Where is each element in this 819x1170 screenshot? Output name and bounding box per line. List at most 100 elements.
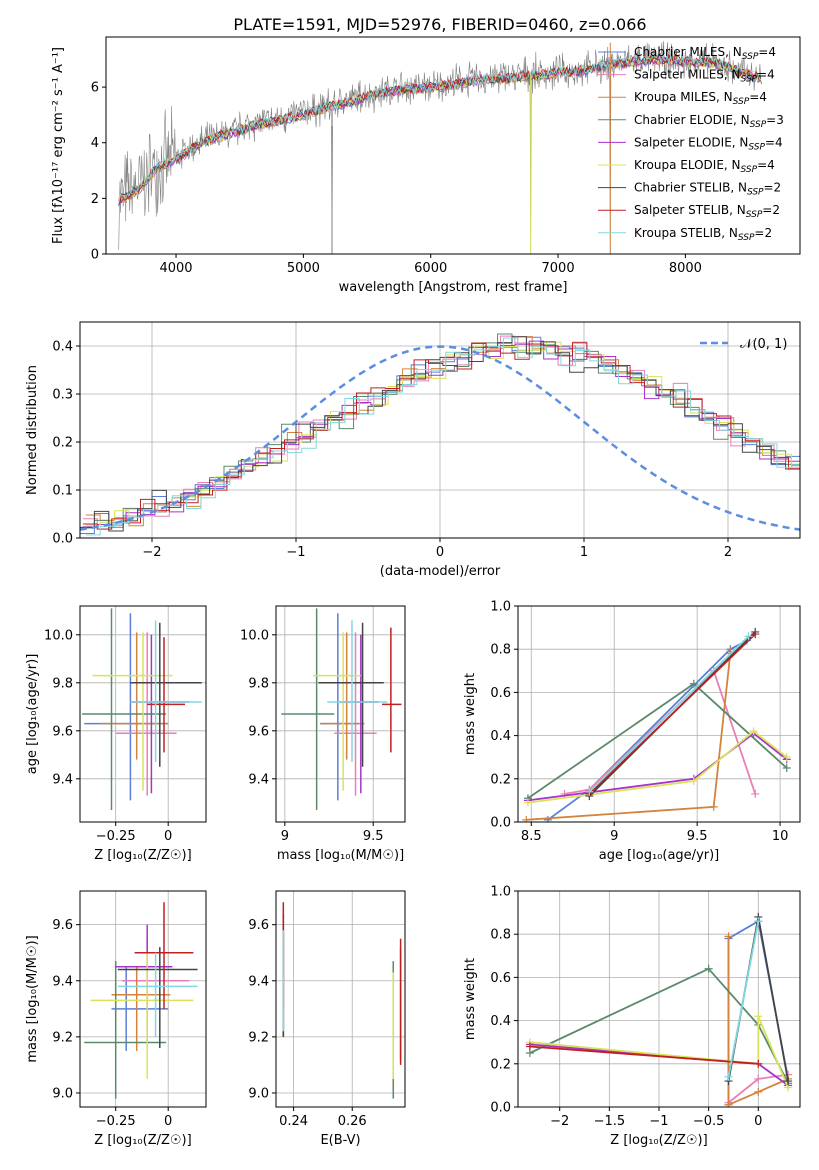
panel-weight_vs_age: 8.5 9 9.5 10 0.0 0.2 0.4 0.6 0.8 1.0 age [log₁₀(ag…: [463, 600, 801, 863]
weight-marker-salpeter_stelib: [751, 630, 760, 639]
plot-area: [80, 333, 800, 536]
weight-line-salpeter_elodie: [527, 732, 788, 802]
axes-frame: [79, 321, 801, 539]
y-tick-label: 9.0: [248, 1086, 269, 1101]
x-tick-label: −1.5: [594, 1114, 626, 1129]
weight-marker-kroupa_stelib: [754, 917, 763, 926]
x-tick-label: 0: [164, 1114, 172, 1129]
weight-line-salpeter_stelib: [529, 1045, 759, 1065]
x-axis-label: Z [log₁₀(Z/Z☉)]: [94, 848, 191, 863]
axes-frame: [517, 605, 801, 823]
y-tick-label: 0.3: [52, 388, 73, 403]
weight-line-salpeter_stelib: [588, 633, 756, 795]
x-tick-label: 9: [610, 829, 618, 844]
x-axis-label: age [log₁₀(age/yr)]: [599, 848, 720, 863]
weight-marker-kroupa_elodie: [523, 798, 532, 807]
series-model-kroupa_stelib: [118, 53, 761, 204]
x-tick-label: 0: [754, 1114, 762, 1129]
panel-mass_vs_Z: −0.25 0 9.0 9.2 9.4 9.6 Z [log₁₀(Z/Z☉)] mass [l…: [25, 890, 207, 1148]
weight-marker-kroupa_elodie: [754, 1012, 763, 1021]
y-axis-label: Normed distribution: [25, 365, 40, 495]
y-tick-label: 0.0: [52, 532, 73, 547]
weight-marker-kroupa_stelib: [724, 1072, 733, 1081]
x-axis-label: mass [log₁₀(M/M☉)]: [277, 848, 404, 863]
y-tick-label: 9.4: [52, 974, 73, 989]
y-tick-label: 10.0: [240, 628, 269, 643]
weight-marker-chabrier_elodie: [689, 679, 698, 688]
y-tick-label: 0.2: [490, 1057, 511, 1072]
legend-entry-salpeter_elodie: Salpeter ELODIE, NSSP=4: [634, 135, 783, 152]
y-tick-label: 0.0: [490, 1101, 511, 1116]
legend-entry-normal: 𝒩(0, 1): [740, 337, 787, 352]
figure-title: PLATE=1591, MJD=52976, FIBERID=0460, z=0…: [233, 15, 646, 34]
weight-marker-kroupa_elodie: [749, 727, 758, 736]
y-tick-label: 9.6: [248, 918, 269, 933]
x-tick-label: 10: [772, 829, 789, 844]
x-tick-label: 5000: [287, 261, 320, 276]
weight-line-kroupa_elodie: [527, 730, 788, 804]
x-tick-label: 9: [281, 829, 289, 844]
x-tick-label: 9.5: [363, 829, 384, 844]
y-axis-label: mass [log₁₀(M/M☉)]: [25, 935, 40, 1062]
weight-marker-salpeter_stelib: [754, 1059, 763, 1068]
y-axis-label: mass weight: [463, 673, 478, 755]
weight-marker-kroupa_miles: [724, 932, 733, 941]
y-tick-label: 9.2: [52, 1030, 73, 1045]
weight-marker-chabrier_elodie: [782, 764, 791, 772]
weight-marker-kroupa_miles: [709, 802, 718, 811]
y-tick-label: 0.8: [490, 643, 511, 658]
weight-marker-chabrier_miles: [543, 815, 552, 822]
x-tick-label: −0.25: [96, 829, 136, 844]
y-tick-label: 0.2: [490, 772, 511, 787]
y-tick-label: 0.8: [490, 928, 511, 943]
axes-frame: [105, 36, 801, 255]
weight-marker-chabrier_elodie: [704, 964, 713, 973]
y-tick-label: 0.6: [490, 686, 511, 701]
legend-entry-chabrier_miles: Chabrier MILES, NSSP=4: [634, 45, 776, 62]
y-tick-label: 9.4: [52, 772, 73, 787]
x-tick-label: 8.5: [521, 829, 542, 844]
weight-marker-salpeter_miles: [560, 789, 569, 798]
weight-line-chabrier_elodie: [527, 682, 788, 799]
panel-age_vs_Z: −0.25 0 9.4 9.6 9.8 10.0 Z [log₁₀(Z/Z☉)] age [l…: [25, 605, 207, 863]
y-tick-label: 6: [91, 81, 99, 96]
legend-entry-salpeter_stelib: Salpeter STELIB, NSSP=2: [634, 203, 780, 220]
axes-frame: [275, 605, 406, 823]
axes-frame: [517, 890, 801, 1108]
weight-line-kroupa_stelib: [588, 635, 750, 793]
y-tick-label: 0: [91, 248, 99, 263]
weight-marker-chabrier_stelib: [784, 1077, 793, 1086]
histogram-salpeter_elodie: [82, 340, 800, 528]
normal-curve: [80, 345, 800, 531]
plot-area: [282, 902, 402, 1099]
x-tick-label: 0: [436, 545, 444, 560]
y-tick-label: 0.4: [490, 729, 511, 744]
y-tick-label: 1.0: [490, 885, 511, 900]
y-tick-label: 10.0: [44, 628, 73, 643]
y-tick-label: 1.0: [490, 600, 511, 615]
y-tick-label: 9.6: [52, 918, 73, 933]
histogram-kroupa_elodie: [85, 341, 800, 526]
axes-frame: [79, 605, 207, 823]
x-axis-label: Z [log₁₀(Z/Z☉)]: [94, 1133, 191, 1148]
x-tick-label: 0.26: [338, 1114, 367, 1129]
weight-marker-kroupa_stelib: [744, 632, 753, 641]
panel-age_vs_mass: 9 9.5 9.4 9.6 9.8 10.0 mass [log₁₀(M/M☉)]: [240, 605, 406, 863]
y-axis-label: mass weight: [463, 958, 478, 1040]
histogram-kroupa_stelib: [85, 337, 800, 536]
y-tick-label: 9.8: [248, 676, 269, 691]
x-tick-label: 6000: [414, 261, 447, 276]
plot-area: [525, 912, 793, 1107]
y-tick-label: 9.8: [52, 676, 73, 691]
plot-area: [281, 608, 402, 810]
x-tick-label: −2: [550, 1114, 569, 1129]
weight-marker-kroupa_elodie: [689, 776, 698, 785]
legend-entry-kroupa_stelib: Kroupa STELIB, NSSP=2: [634, 226, 772, 243]
histogram-kroupa_miles: [85, 336, 800, 527]
weight-line-kroupa_stelib: [727, 921, 760, 1077]
x-axis-label: wavelength [Angstrom, rest frame]: [339, 280, 568, 295]
y-tick-label: 0.4: [52, 340, 73, 355]
y-tick-label: 4: [91, 136, 99, 151]
y-tick-label: 0.1: [52, 484, 73, 499]
